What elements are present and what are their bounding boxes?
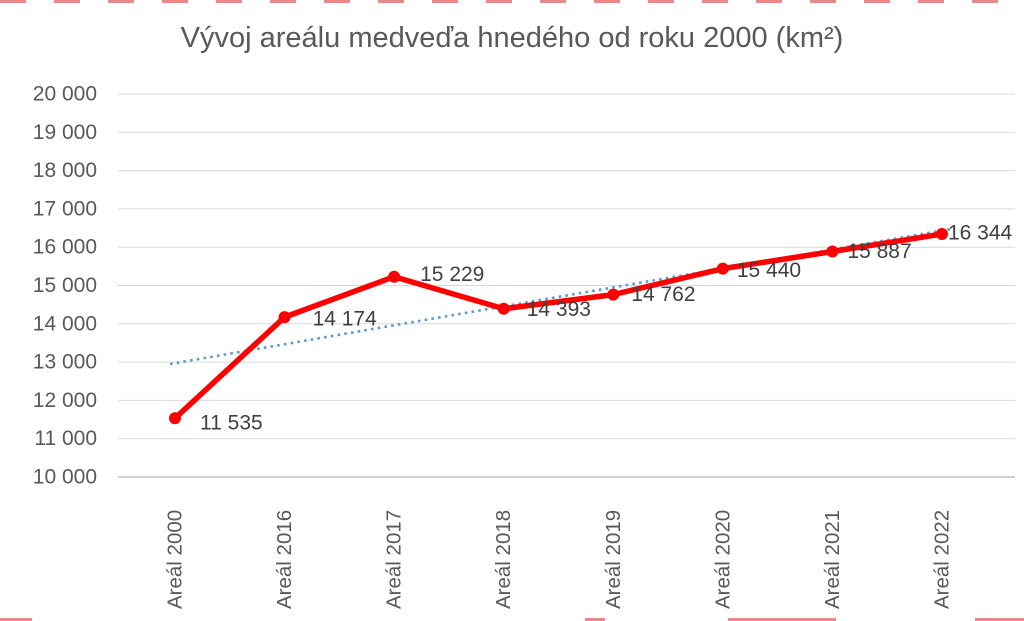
data-label: 15 229 xyxy=(420,263,484,286)
data-label: 16 344 xyxy=(948,222,1013,245)
y-axis-tick-label: 10 000 xyxy=(33,466,97,489)
x-axis-category-label: Areál 2021 xyxy=(821,510,844,609)
y-axis-tick-label: 15 000 xyxy=(33,274,97,297)
selection-marquee-bottom xyxy=(585,618,605,621)
data-label: 14 393 xyxy=(527,298,591,321)
selection-marquee-bottom xyxy=(0,618,32,621)
y-axis-tick-label: 17 000 xyxy=(33,197,97,220)
y-axis-tick-label: 13 000 xyxy=(33,351,97,374)
x-axis-category-label: Areál 2018 xyxy=(492,510,515,609)
data-label: 11 535 xyxy=(200,412,263,435)
data-label: 14 174 xyxy=(313,308,378,331)
x-axis-category-label: Areál 2019 xyxy=(602,510,625,609)
selection-marquee-top xyxy=(0,0,1024,3)
data-point-marker xyxy=(169,412,181,425)
x-axis-category-label: Areál 2016 xyxy=(273,510,296,609)
selection-marquee-bottom xyxy=(975,618,1024,621)
y-axis-tick-label: 20 000 xyxy=(33,83,97,106)
data-point-marker xyxy=(935,228,948,241)
x-axis-category-label: Areál 2000 xyxy=(164,510,187,609)
x-axis-category-label: Areál 2017 xyxy=(383,510,406,609)
selection-marquee-bottom xyxy=(728,618,836,621)
y-axis-tick-label: 14 000 xyxy=(33,312,97,335)
data-point-marker xyxy=(607,288,620,301)
y-axis-tick-label: 18 000 xyxy=(33,159,97,182)
data-point-marker xyxy=(388,270,401,283)
x-axis-category-label: Areál 2020 xyxy=(711,510,734,609)
data-point-marker xyxy=(497,302,510,315)
y-axis-tick-label: 19 000 xyxy=(33,121,97,144)
data-label: 14 762 xyxy=(631,283,695,306)
y-axis-tick-label: 16 000 xyxy=(33,236,97,259)
data-point-marker xyxy=(278,311,291,324)
data-point-marker xyxy=(716,262,729,275)
data-label: 15 887 xyxy=(847,240,911,263)
y-axis-tick-label: 11 000 xyxy=(34,427,97,450)
data-label: 15 440 xyxy=(737,259,801,282)
x-axis-category-label: Areál 2022 xyxy=(930,510,953,609)
chart-title: Vývoj areálu medveďa hnedého od roku 200… xyxy=(180,22,844,54)
data-point-marker xyxy=(826,245,839,258)
series-line xyxy=(172,231,945,421)
y-axis-tick-label: 12 000 xyxy=(33,389,97,412)
